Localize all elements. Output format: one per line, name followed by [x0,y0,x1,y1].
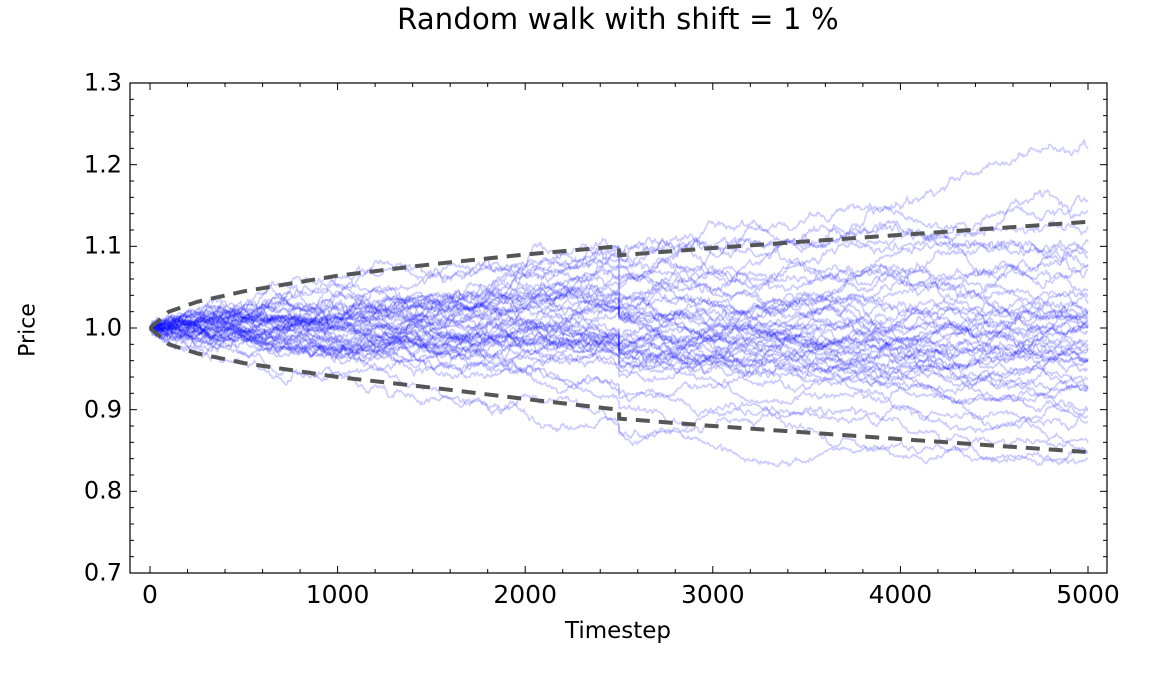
random-walk-line [149,298,1089,362]
random-walk-line [149,256,1089,332]
y-axis-label: Price [15,303,41,357]
axis-ticks [130,82,1107,574]
random-walk-line [149,261,1089,336]
chart-title: Random walk with shift = 1 % [397,2,839,36]
x-tick-label: 0 [142,580,158,609]
x-tick-label: 3000 [680,580,745,609]
x-tick-label: 2000 [493,580,557,609]
y-tick-label: 1.0 [83,313,122,342]
random-walk-line [149,324,1089,378]
random-walk-line [149,305,1089,382]
random-walk-line [149,288,1089,344]
random-walk-line [149,280,1089,338]
random-walk-line [149,325,1089,375]
random-walk-line [149,291,1089,349]
random-walk-line [149,318,1089,399]
random-walk-line [149,314,1089,358]
random-walk-line [149,247,1089,332]
random-walk-line [149,297,1089,350]
random-walk-line [149,239,1089,330]
random-walk-line [149,290,1088,360]
random-walk-line [149,325,1089,453]
y-tick-label: 1.3 [83,68,122,97]
y-tick-label: 0.7 [83,558,122,587]
random-walk-line [149,299,1089,363]
y-tick-label: 1.1 [83,231,122,260]
random-walk-line [149,323,1089,376]
random-walk-line [149,259,1089,342]
random-walk-line [149,311,1089,432]
random-walk-line [149,318,1089,392]
x-tick-label: 1000 [305,580,370,609]
random-walk-line [149,310,1089,412]
random-walk-line [149,294,1089,363]
random-walk-line [149,322,1089,419]
random-walk-line [149,312,1089,393]
random-walk-line [149,205,1089,344]
random-walk-line [149,310,1089,363]
random-walk-line [149,280,1089,353]
random-walk-line [149,311,1089,380]
random-walk-line [149,315,1089,430]
y-tick-label: 0.9 [83,395,122,424]
random-walk-line [149,321,1089,364]
random-walk-line [149,302,1089,390]
random-walk-line [149,284,1089,369]
random-walk-line [149,313,1089,371]
y-tick-label: 1.2 [83,150,122,179]
x-tick-label: 4000 [868,580,933,609]
random-walk-line [149,258,1089,330]
x-tick-label: 5000 [1056,580,1120,609]
random-walk-line [149,249,1089,360]
random-walk-line [149,287,1089,390]
random-walk-line [149,315,1089,405]
random-walk-line [149,301,1089,374]
random-walk-paths [149,139,1089,468]
x-axis-label: Timestep [564,618,672,644]
random-walk-line [149,239,1089,338]
random-walk-line [149,220,1089,333]
random-walk-line [149,287,1089,383]
random-walk-line [149,297,1089,362]
y-tick-label: 0.8 [83,476,122,505]
random-walk-line [149,327,1089,444]
random-walk-line [149,320,1089,466]
